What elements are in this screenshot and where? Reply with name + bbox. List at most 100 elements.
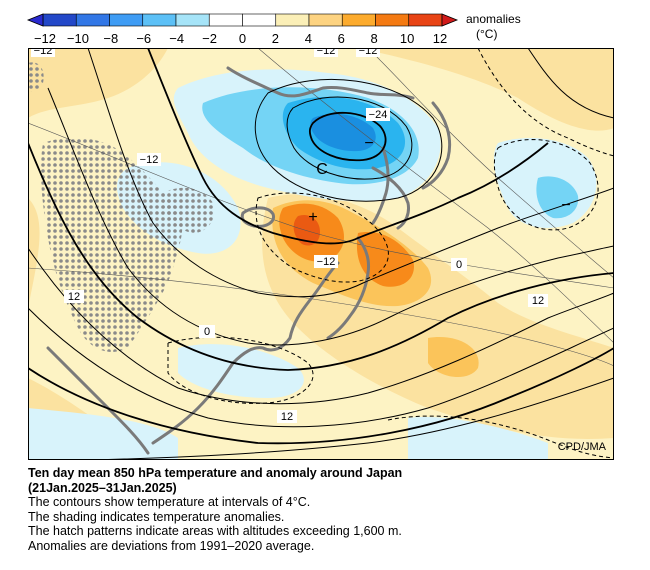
colorbar-segment — [308, 13, 343, 27]
isotherm-16 — [87, 377, 614, 460]
coast-sakhalin — [371, 146, 390, 225]
coast-kamchatka — [421, 101, 452, 190]
contour-label-text: 12 — [68, 291, 80, 303]
coast-east-china — [151, 361, 235, 445]
contour-label: −12 — [137, 153, 161, 166]
colorbar-ticks: −12 −10 −8 −6 −4 −2 0 2 4 6 8 10 12 — [34, 31, 447, 46]
isotherm-south-dashed — [167, 336, 314, 404]
legend-unit: (°C) — [476, 27, 498, 41]
map-frame — [28, 48, 614, 460]
colorbar-tick-label: −2 — [202, 31, 217, 46]
center-markers: C + − − — [308, 135, 570, 226]
isotherms — [28, 48, 614, 460]
cold-core-marker: − — [364, 135, 373, 152]
cold-area-south — [28, 408, 178, 460]
isotherm-0 — [28, 142, 614, 371]
contour-label: −24 — [366, 108, 390, 121]
isotherm-minus12 — [147, 48, 549, 245]
warm-area-west — [28, 198, 40, 308]
contour-label: −12 — [314, 255, 338, 268]
isotherm-minus4 — [47, 87, 614, 346]
colorbar-tick-label: 4 — [305, 31, 312, 46]
contour-label-text: 12 — [532, 295, 544, 307]
colorbar-tick-label: 0 — [239, 31, 246, 46]
legend-units: anomalies (°C) — [466, 12, 521, 42]
contour-label: 0 — [199, 325, 215, 338]
isotherm-4 — [28, 247, 614, 405]
colorbar-segment — [375, 13, 410, 27]
colorbar-segment — [42, 13, 77, 27]
colorbar-segment — [142, 13, 177, 27]
contour-label-text: −24 — [369, 109, 388, 121]
colorbar-right-arrow — [441, 13, 459, 27]
temperature-anomaly-map: −12 −12 −12 −24 −12 −12 0 12 12 0 12 C +… — [28, 48, 614, 460]
warm-area-north — [358, 48, 614, 131]
contour-label-text: 0 — [456, 259, 462, 271]
cold-east-marker: − — [561, 197, 570, 214]
anomaly-colorbar: −12 −10 −8 −6 −4 −2 0 2 4 6 8 10 12 — [26, 13, 459, 46]
caption-line: Anomalies are deviations from 1991–2020 … — [28, 538, 315, 553]
colorbar-segments — [42, 13, 443, 27]
contour-label-text: −12 — [317, 48, 336, 57]
isotherm-minus20 — [286, 96, 413, 180]
isotherm-minus4-east — [477, 48, 614, 157]
contour-label: −12 — [356, 48, 380, 57]
contour-label: −12 — [31, 48, 55, 57]
colorbar-segment — [275, 13, 310, 27]
caption-period: (21Jan.2025–31Jan.2025) — [28, 480, 177, 495]
isotherm-southeast-dashed — [387, 415, 614, 459]
contour-label-text: 0 — [204, 326, 210, 338]
colorbar-tick-label: 8 — [371, 31, 378, 46]
caption-line: The shading indicates temperature anomal… — [28, 509, 285, 524]
colorbar-tick-label: 6 — [338, 31, 345, 46]
colorbar-segment — [75, 13, 110, 27]
colorbar-tick-label: −4 — [169, 31, 184, 46]
warm-area-small — [438, 362, 455, 376]
hatch-northwest — [28, 62, 44, 92]
map-caption: Ten day mean 850 hPa temperature and ano… — [28, 466, 628, 553]
cold-center-marker: C — [316, 161, 328, 178]
coast-eurasia-north — [226, 66, 415, 100]
hatch-mongolia — [163, 187, 215, 233]
cold-area-southwest — [178, 344, 304, 398]
warm-anomaly-shading — [28, 48, 614, 460]
isotherm-minus8 — [87, 48, 614, 298]
coastlines — [46, 66, 452, 455]
isotherm-8 — [28, 307, 614, 428]
colorbar-segment — [341, 13, 376, 27]
colorbar-left-arrow — [26, 13, 44, 27]
colorbar-segment — [175, 13, 210, 27]
caption-line: The contours show temperature at interva… — [28, 495, 311, 509]
colorbar-segment — [408, 13, 443, 27]
contour-label-text: −12 — [34, 48, 53, 57]
colorbar-segment — [109, 13, 144, 27]
isotherm-minus24 — [308, 111, 387, 162]
cold-area-east-core — [536, 176, 579, 219]
colorbar-tick-label: −12 — [34, 31, 56, 46]
isotherm-minus8-east — [527, 48, 614, 119]
caption-line: The hatch patterns indicate areas with a… — [28, 524, 402, 538]
warm-area-peak — [293, 214, 320, 246]
cold-area-north-peak — [310, 113, 376, 152]
contour-label-text: 12 — [281, 411, 293, 423]
caption-title: Ten day mean 850 hPa temperature and ano… — [28, 466, 403, 480]
coast-japan — [326, 236, 370, 340]
warm-area-northwest — [28, 48, 168, 118]
isotherm-warm-dashed — [255, 192, 389, 283]
contour-label-text: −12 — [317, 256, 336, 268]
cold-area-southeast — [408, 417, 548, 460]
colorbar-segment — [242, 13, 277, 27]
contour-label: 12 — [528, 294, 548, 307]
contour-label: −12 — [314, 48, 338, 57]
map-credit: CPD/JMA — [558, 441, 607, 453]
colorbar-tick-label: 2 — [272, 31, 279, 46]
colorbar-tick-label: −6 — [136, 31, 151, 46]
colorbar-tick-label: −8 — [103, 31, 118, 46]
contour-label: 12 — [277, 410, 297, 423]
contour-label: 0 — [451, 258, 467, 271]
isotherm-12 — [28, 347, 614, 445]
contour-labels: −12 −12 −12 −24 −12 −12 0 12 12 0 12 — [31, 48, 548, 423]
contour-label: 12 — [64, 290, 84, 303]
warm-area-east — [356, 232, 414, 287]
colorbar-tick-label: 12 — [433, 31, 447, 46]
